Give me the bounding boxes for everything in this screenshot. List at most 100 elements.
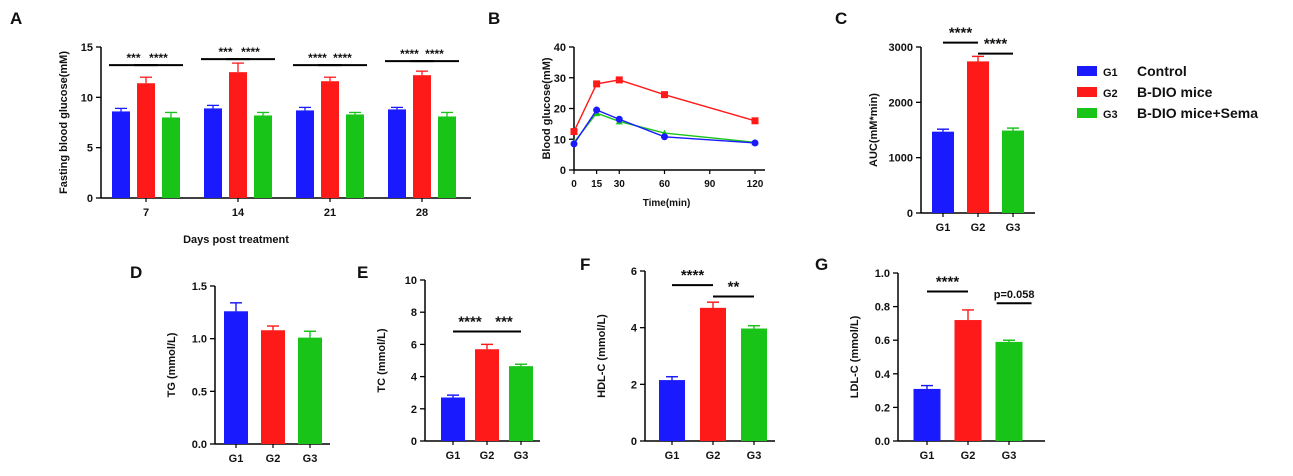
significance-label: **** (400, 47, 419, 61)
significance-label: **** (681, 267, 705, 284)
y-tick-label: 4 (411, 372, 418, 384)
bar-g3 (298, 337, 322, 444)
x-tick-label: 90 (704, 179, 716, 190)
bar-g2 (413, 75, 431, 198)
x-tick-label: G1 (229, 453, 244, 465)
y-tick-label: 0.6 (875, 335, 890, 347)
x-tick-label: 21 (324, 207, 336, 219)
x-tick-label: G2 (266, 453, 281, 465)
significance-label: **** (984, 36, 1008, 53)
y-tick-label: 3000 (889, 42, 913, 54)
bar-g2 (475, 349, 499, 441)
series-line-g2 (573, 79, 756, 132)
data-point (661, 133, 668, 141)
bar-g1 (441, 397, 465, 441)
y-tick-label: 4 (631, 323, 638, 335)
x-tick-label: 0 (571, 179, 577, 190)
bar-g2 (321, 81, 339, 198)
legend-swatch-g2 (1077, 87, 1097, 97)
panel-letter-b: B (488, 9, 500, 28)
significance-label: p=0.058 (994, 289, 1035, 301)
panel-letter-g: G (815, 255, 828, 274)
significance-label: **** (333, 51, 352, 65)
x-tick-label: G1 (665, 450, 680, 462)
y-tick-label: 0.0 (192, 439, 207, 451)
bar-g3 (509, 366, 533, 441)
bar-g3 (162, 117, 180, 198)
data-point (615, 115, 623, 123)
y-tick-label: 10 (81, 92, 93, 104)
panel-letter-f: F (580, 255, 590, 274)
legend-label: B-DIO mice+Sema (1137, 105, 1258, 121)
significance-label: **** (425, 47, 444, 61)
y-tick-label: 0.8 (875, 302, 890, 314)
x-tick-label: G2 (706, 450, 721, 462)
y-tick-label: 0 (411, 436, 417, 448)
y-tick-label: 0.2 (875, 402, 890, 414)
bar-g3 (995, 341, 1023, 441)
x-axis-title-b: Time(min) (643, 198, 691, 209)
y-axis-title-a: Fasting blood glucose(mM) (58, 51, 70, 194)
y-tick-label: 30 (554, 73, 566, 85)
bar-g1 (296, 110, 314, 198)
bar-g1 (112, 111, 130, 198)
y-tick-label: 0 (631, 436, 637, 448)
bar-g2 (967, 61, 989, 214)
panel-letter-a: A (10, 9, 22, 28)
significance-label: **** (308, 51, 327, 65)
y-tick-label: 2 (631, 379, 637, 391)
x-tick-label: G2 (480, 450, 495, 462)
legend-code: G1 (1103, 67, 1118, 79)
y-axis-title-e: TC (mmol/L) (376, 328, 388, 392)
y-tick-label: 5 (87, 143, 93, 155)
x-tick-label: G3 (1006, 222, 1021, 234)
bar-g3 (254, 115, 272, 198)
bar-g1 (224, 311, 248, 444)
y-tick-label: 6 (631, 266, 637, 278)
data-point (661, 91, 668, 99)
y-tick-label: 0 (560, 165, 566, 177)
y-axis-title-g: LDL-C (mmol/L) (849, 315, 861, 398)
y-tick-label: 10 (554, 134, 566, 146)
significance-label: **** (149, 51, 168, 65)
significance-label: ** (728, 279, 740, 296)
data-point (570, 128, 578, 136)
bar-g1 (659, 380, 685, 441)
y-axis-title-b: Blood glucose(mM) (541, 57, 553, 159)
significance-label: **** (936, 273, 960, 290)
bar-g1 (913, 388, 941, 441)
data-point (593, 106, 601, 114)
significance-label: **** (458, 314, 482, 331)
y-tick-label: 0.4 (875, 369, 891, 381)
x-tick-label: 30 (614, 179, 626, 190)
y-tick-label: 1.5 (192, 281, 207, 293)
data-point (751, 117, 759, 125)
x-tick-label: 28 (416, 207, 428, 219)
x-tick-label: G3 (1002, 450, 1017, 462)
bar-g3 (438, 116, 456, 198)
y-tick-label: 0 (907, 208, 913, 220)
x-axis-title-a: Days post treatment (183, 234, 289, 246)
y-tick-label: 2 (411, 404, 417, 416)
legend-label: B-DIO mice (1137, 84, 1213, 100)
y-axis-title-c: AUC(mM*min) (868, 93, 880, 167)
significance-label: **** (241, 45, 260, 59)
y-tick-label: 1.0 (192, 334, 207, 346)
x-tick-label: G3 (747, 450, 762, 462)
x-tick-label: 7 (143, 207, 149, 219)
x-tick-label: G1 (446, 450, 461, 462)
y-tick-label: 0.5 (192, 386, 207, 398)
y-tick-label: 0.0 (875, 436, 890, 448)
x-tick-label: G2 (961, 450, 976, 462)
bar-g2 (229, 72, 247, 198)
y-tick-label: 1.0 (875, 268, 890, 280)
panel-letter-e: E (357, 263, 368, 282)
panel-letter-c: C (835, 9, 847, 28)
legend-code: G3 (1103, 109, 1118, 121)
data-point (615, 76, 623, 84)
x-tick-label: G1 (920, 450, 935, 462)
y-tick-label: 0 (87, 193, 93, 205)
x-tick-label: 60 (659, 179, 671, 190)
bar-g3 (346, 114, 364, 198)
